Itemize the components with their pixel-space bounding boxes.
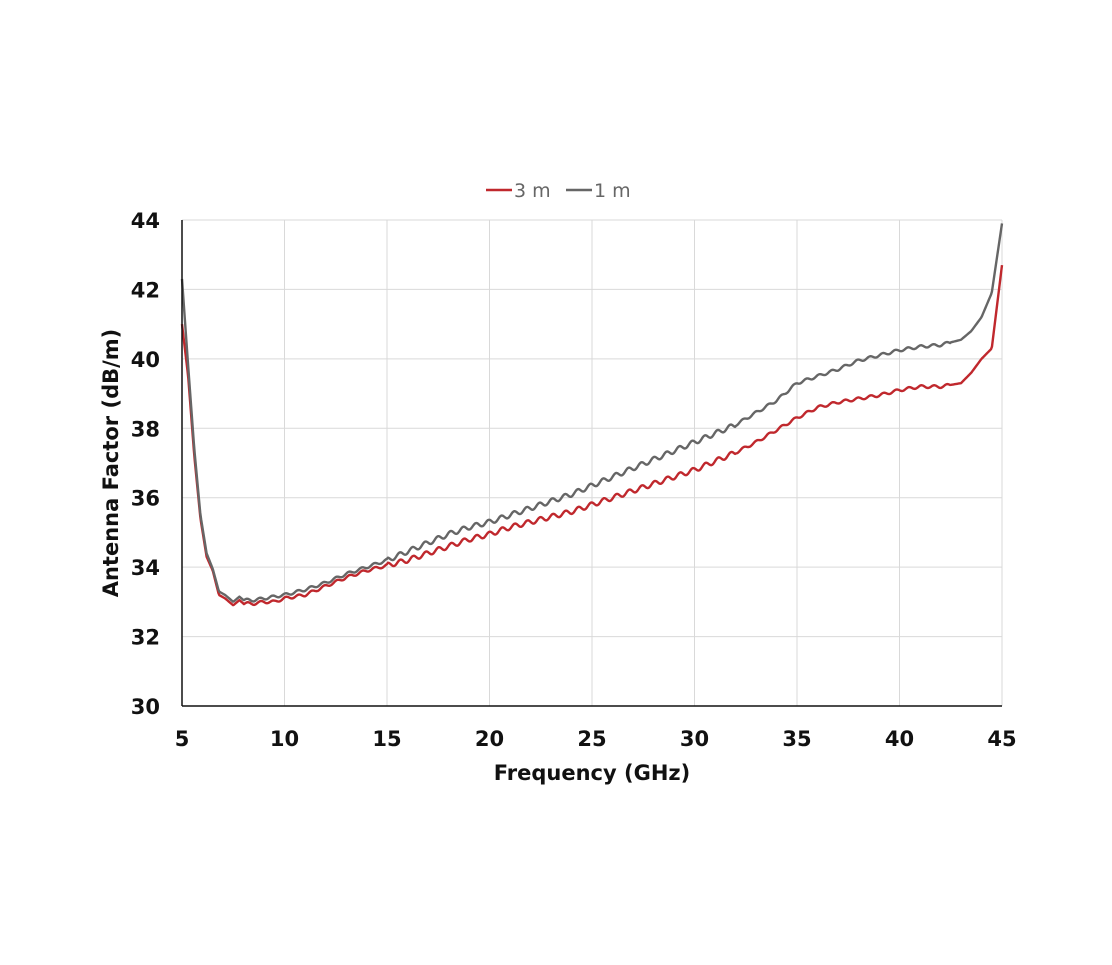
y-tick-labels: 30 32 34 36 38 40 42 44	[131, 209, 160, 719]
y-tick-label: 32	[131, 626, 160, 650]
x-tick-label: 25	[577, 727, 606, 751]
x-tick-label: 45	[987, 727, 1016, 751]
x-tick-label: 15	[372, 727, 401, 751]
grid-lines	[182, 219, 1003, 706]
y-tick-label: 36	[131, 487, 160, 511]
legend: 3 m 1 m	[486, 180, 631, 202]
x-tick-labels: 5 10 15 20 25 30 35 40 45	[175, 727, 1017, 751]
series-layer	[180, 223, 1004, 607]
legend-label: 1 m	[594, 180, 631, 202]
x-axis-title: Frequency (GHz)	[494, 761, 690, 785]
x-tick-label: 30	[680, 727, 709, 751]
y-tick-label: 34	[131, 556, 160, 580]
y-tick-label: 42	[131, 278, 160, 302]
series-line-1	[180, 264, 1004, 607]
legend-label: 3 m	[514, 180, 551, 202]
y-tick-label: 38	[131, 417, 160, 441]
x-tick-label: 5	[175, 727, 190, 751]
series-line-2	[180, 223, 1004, 603]
axes	[181, 220, 1002, 707]
x-tick-label: 35	[782, 727, 811, 751]
y-tick-label: 30	[131, 695, 160, 719]
y-tick-label: 40	[131, 348, 160, 372]
x-tick-label: 10	[270, 727, 299, 751]
y-axis-title: Antenna Factor (dB/m)	[99, 329, 123, 598]
y-tick-label: 44	[131, 209, 160, 233]
x-tick-label: 40	[885, 727, 914, 751]
x-tick-label: 20	[475, 727, 504, 751]
